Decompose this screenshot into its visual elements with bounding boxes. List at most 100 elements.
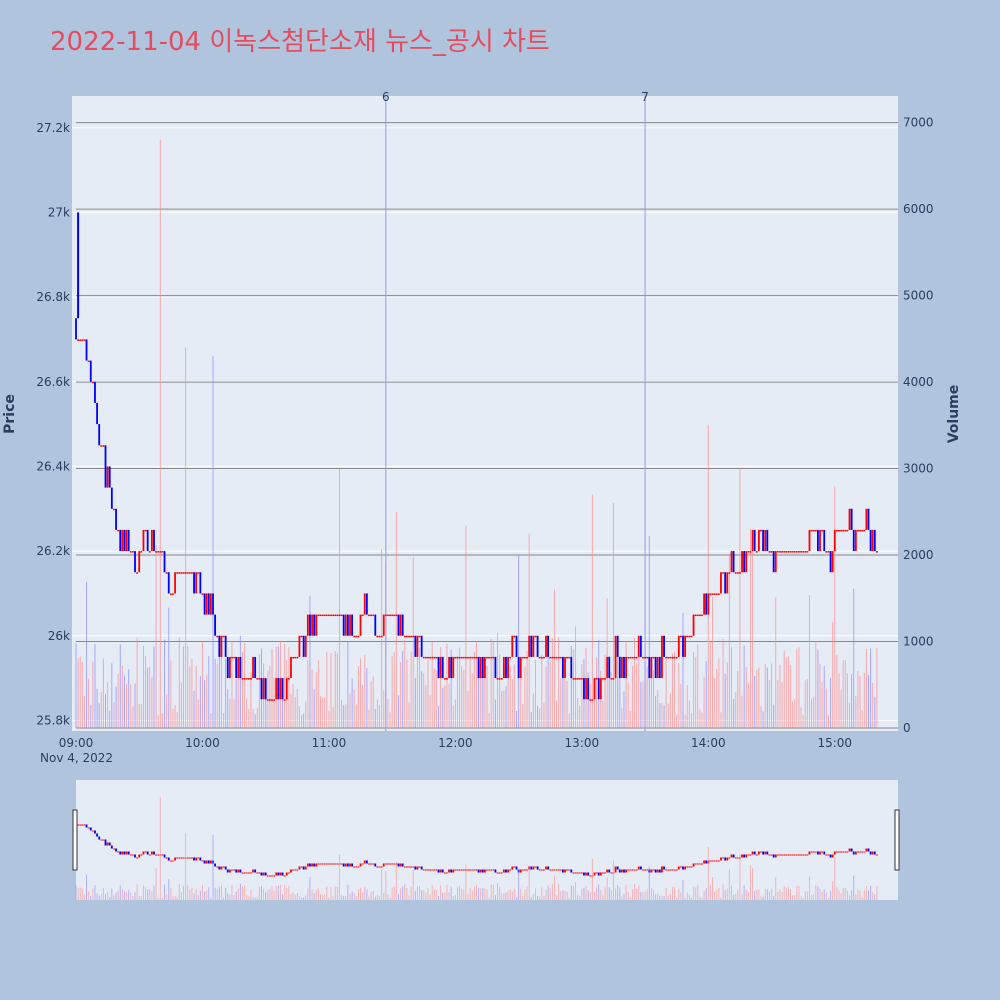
candle [277, 678, 280, 700]
slider-volume-bar [389, 897, 391, 900]
slider-candle [134, 854, 136, 858]
volume-bar [553, 589, 555, 728]
slider-volume-bar [260, 886, 262, 900]
candle [629, 656, 632, 659]
candle [368, 614, 370, 617]
slider-volume-bar [450, 886, 452, 900]
candle [496, 678, 499, 680]
slider-candle [555, 869, 558, 871]
slider-volume-bar [334, 886, 336, 900]
slider-candle [639, 866, 642, 870]
candle [823, 529, 826, 552]
slider-candle [656, 869, 659, 873]
slider-candle [734, 857, 737, 859]
slider-volume-bar [819, 888, 821, 900]
volume-bar [792, 701, 794, 728]
volume-bar [132, 706, 134, 728]
slider-volume-bar [109, 896, 111, 900]
slider-volume-bar [676, 897, 678, 900]
slider-volume-bar [254, 897, 256, 900]
candle [589, 699, 592, 701]
slider-volume-bar [760, 896, 762, 900]
slider-candle [346, 863, 349, 867]
slider-candle [254, 869, 257, 873]
candle [376, 635, 379, 638]
candle [848, 508, 851, 530]
slider-volume-bar [490, 884, 492, 900]
candle [602, 678, 604, 680]
volume-bar [610, 672, 612, 728]
slider-volume-bar [539, 896, 541, 900]
slider-volume-bar [391, 887, 393, 900]
volume-bar [473, 651, 475, 728]
candle [781, 551, 783, 553]
slider-candle [321, 863, 324, 865]
plot-area[interactable] [72, 96, 898, 731]
slider-candle [698, 863, 701, 865]
slider-candle [559, 869, 562, 871]
volume-bar [509, 666, 511, 728]
volume-bar [728, 553, 730, 728]
slider-volume-bar [562, 890, 564, 900]
candle [549, 656, 552, 659]
volume-bar [663, 705, 665, 728]
volume-bar [389, 712, 391, 728]
range-slider-left-handle[interactable] [72, 809, 78, 871]
volume-bar [123, 675, 125, 728]
candle [876, 551, 878, 553]
candle [344, 614, 347, 636]
candle [77, 339, 80, 341]
slider-candle [188, 857, 191, 859]
volume-bar [716, 668, 718, 728]
slider-volume-bar [284, 885, 286, 900]
candle [207, 593, 210, 615]
slider-volume-bar [663, 895, 665, 900]
slider-volume-bar [438, 896, 440, 900]
slider-candle [239, 869, 242, 873]
slider-candle [336, 863, 339, 865]
volume-bar [648, 536, 650, 728]
slider-candle [701, 863, 703, 865]
volume-bar [617, 643, 619, 728]
volume-bar [397, 695, 399, 728]
slider-candle [524, 869, 526, 871]
volume-tick-label: 0 [903, 721, 911, 735]
volume-bar [762, 711, 764, 728]
volume-bar [874, 697, 876, 728]
volume-bar [218, 654, 220, 728]
candle [102, 445, 105, 447]
candle [169, 593, 172, 595]
price-tick-label: 27k [48, 205, 70, 219]
candle [614, 635, 617, 679]
volume-bar [819, 663, 821, 728]
volume-bar [442, 687, 444, 728]
slider-volume-bar [602, 895, 604, 900]
slider-volume-bar [429, 894, 431, 900]
range-slider[interactable] [76, 780, 898, 900]
slider-candle [576, 872, 579, 874]
candle [399, 614, 402, 636]
slider-candle [747, 854, 750, 856]
volume-bar [376, 699, 378, 728]
slider-volume-bar [77, 887, 79, 900]
slider-volume-bar [644, 891, 646, 900]
slider-volume-bar [693, 886, 695, 900]
volume-bar [659, 703, 661, 728]
slider-candle [100, 839, 103, 841]
candle [618, 656, 621, 679]
volume-bar [326, 651, 328, 728]
slider-volume-bar [568, 897, 570, 900]
candle [306, 614, 309, 636]
volume-bar [414, 677, 416, 728]
volume-bar [214, 658, 216, 728]
slider-candle [408, 866, 410, 868]
volume-bar [551, 638, 553, 728]
slider-volume-bar [322, 894, 324, 900]
slider-candle [180, 857, 183, 859]
range-slider-right-handle[interactable] [894, 809, 900, 871]
slider-volume-bar [556, 895, 558, 900]
slider-candle [717, 860, 720, 862]
slider-candle [532, 866, 535, 870]
candle [709, 593, 712, 595]
slider-candle [96, 833, 98, 837]
